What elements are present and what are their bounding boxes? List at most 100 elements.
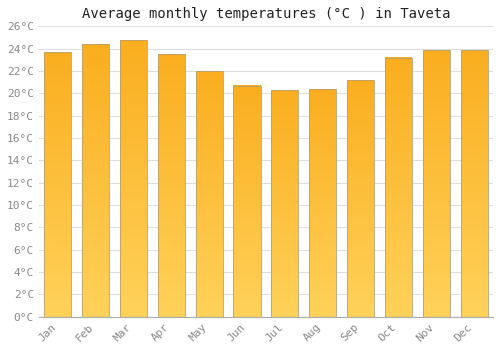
Bar xyxy=(82,291,109,293)
Bar xyxy=(309,124,336,125)
Bar xyxy=(234,122,260,124)
Bar xyxy=(422,201,450,203)
Bar xyxy=(385,313,412,315)
Bar xyxy=(271,246,298,247)
Bar xyxy=(158,292,185,294)
Bar xyxy=(271,158,298,160)
Bar xyxy=(385,125,412,127)
Bar xyxy=(196,136,223,138)
Bar xyxy=(422,185,450,187)
Bar xyxy=(271,190,298,191)
Bar xyxy=(271,206,298,208)
Bar xyxy=(309,271,336,273)
Bar xyxy=(385,315,412,317)
Bar xyxy=(271,93,298,94)
Bar xyxy=(460,91,488,92)
Bar xyxy=(120,191,147,193)
Bar xyxy=(196,226,223,228)
Bar xyxy=(196,287,223,289)
Bar xyxy=(196,186,223,187)
Bar xyxy=(460,258,488,260)
Bar xyxy=(158,191,185,192)
Bar xyxy=(271,106,298,108)
Bar xyxy=(82,46,109,48)
Bar xyxy=(120,176,147,178)
Bar xyxy=(347,260,374,261)
Bar xyxy=(120,93,147,95)
Bar xyxy=(82,115,109,117)
Bar xyxy=(82,273,109,275)
Bar xyxy=(234,210,260,212)
Bar xyxy=(196,259,223,261)
Bar xyxy=(82,64,109,66)
Bar xyxy=(44,161,72,163)
Bar xyxy=(460,151,488,153)
Bar xyxy=(44,64,72,66)
Bar xyxy=(271,233,298,235)
Bar xyxy=(234,286,260,287)
Bar xyxy=(44,160,72,161)
Bar xyxy=(44,174,72,176)
Bar xyxy=(460,272,488,274)
Bar xyxy=(385,211,412,213)
Bar xyxy=(196,164,223,166)
Bar xyxy=(347,279,374,280)
Bar xyxy=(158,231,185,233)
Bar xyxy=(460,117,488,119)
Bar xyxy=(120,258,147,260)
Bar xyxy=(460,194,488,196)
Bar xyxy=(309,171,336,173)
Bar xyxy=(120,71,147,73)
Bar xyxy=(234,92,260,93)
Bar xyxy=(234,119,260,121)
Bar xyxy=(44,313,72,315)
Bar xyxy=(82,237,109,239)
Bar xyxy=(271,218,298,220)
Bar xyxy=(460,165,488,167)
Bar xyxy=(234,241,260,243)
Bar xyxy=(385,215,412,217)
Bar xyxy=(44,234,72,236)
Bar xyxy=(271,173,298,175)
Bar xyxy=(158,58,185,60)
Bar xyxy=(158,114,185,116)
Bar xyxy=(385,312,412,313)
Bar xyxy=(234,258,260,260)
Bar xyxy=(460,173,488,174)
Bar xyxy=(309,251,336,253)
Bar xyxy=(234,164,260,166)
Bar xyxy=(82,142,109,144)
Bar xyxy=(196,274,223,276)
Bar xyxy=(44,297,72,299)
Bar xyxy=(385,234,412,236)
Bar xyxy=(309,256,336,258)
Bar xyxy=(460,98,488,100)
Bar xyxy=(347,88,374,89)
Bar xyxy=(82,231,109,233)
Bar xyxy=(347,204,374,206)
Bar xyxy=(234,162,260,164)
Bar xyxy=(460,189,488,190)
Bar xyxy=(44,190,72,191)
Bar xyxy=(234,292,260,294)
Bar xyxy=(385,80,412,82)
Bar xyxy=(271,161,298,162)
Bar xyxy=(309,154,336,156)
Bar xyxy=(385,137,412,139)
Bar xyxy=(44,230,72,232)
Bar xyxy=(44,280,72,281)
Bar xyxy=(196,149,223,151)
Bar xyxy=(309,209,336,210)
Bar xyxy=(196,195,223,197)
Bar xyxy=(44,258,72,260)
Bar xyxy=(460,99,488,102)
Bar xyxy=(460,244,488,246)
Bar xyxy=(234,186,260,187)
Bar xyxy=(385,251,412,253)
Bar xyxy=(385,230,412,232)
Bar xyxy=(120,200,147,202)
Bar xyxy=(82,284,109,286)
Bar xyxy=(196,250,223,251)
Bar xyxy=(234,307,260,309)
Bar xyxy=(196,299,223,300)
